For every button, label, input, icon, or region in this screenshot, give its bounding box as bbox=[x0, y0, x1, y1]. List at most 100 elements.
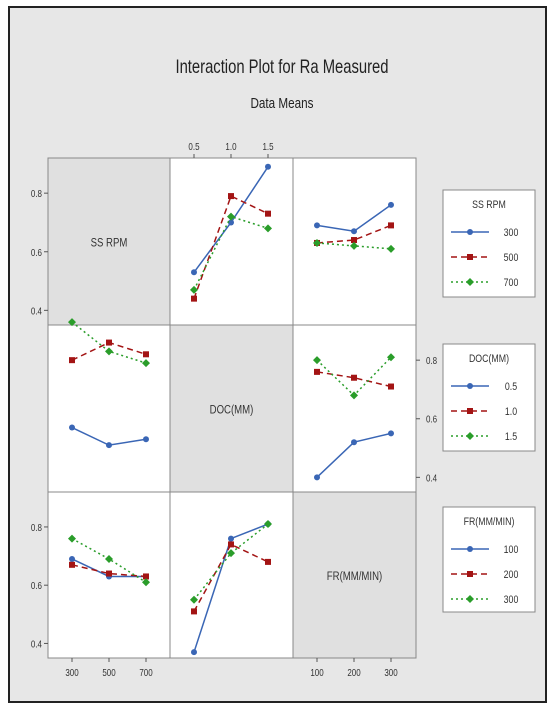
data-point bbox=[351, 228, 357, 235]
legend-box bbox=[442, 189, 536, 298]
series-line bbox=[316, 242, 392, 250]
legend-marker bbox=[466, 278, 474, 286]
data-point bbox=[314, 368, 320, 375]
data-point bbox=[190, 595, 198, 604]
data-point bbox=[105, 554, 113, 563]
data-point bbox=[228, 535, 234, 542]
data-point bbox=[106, 570, 112, 577]
data-point bbox=[351, 439, 357, 446]
data-point bbox=[388, 222, 394, 229]
y-tick-label: 0.8 bbox=[426, 355, 437, 366]
factor-label: SS RPM bbox=[91, 237, 128, 250]
data-point bbox=[105, 347, 113, 356]
data-point bbox=[106, 339, 112, 346]
legend-label: 300 bbox=[504, 227, 519, 239]
data-point bbox=[68, 318, 76, 327]
series-line bbox=[316, 371, 392, 388]
legend-label: 300 bbox=[504, 594, 519, 606]
series-line bbox=[193, 543, 269, 612]
series-line bbox=[71, 537, 147, 583]
factor-label: FR(MM/MIN) bbox=[327, 570, 382, 583]
data-point bbox=[191, 608, 197, 615]
data-point bbox=[228, 219, 234, 226]
series-line bbox=[193, 523, 269, 601]
x-tick-label: 100 bbox=[310, 667, 323, 678]
data-point bbox=[228, 541, 234, 548]
data-point bbox=[388, 430, 394, 437]
legend-label: 1.0 bbox=[505, 406, 518, 418]
legend-marker bbox=[467, 546, 473, 552]
data-point bbox=[191, 649, 197, 656]
data-point bbox=[227, 212, 235, 221]
data-point bbox=[69, 555, 75, 562]
data-point bbox=[314, 222, 320, 229]
data-point bbox=[191, 269, 197, 276]
data-point bbox=[69, 357, 75, 364]
data-point bbox=[351, 237, 357, 244]
data-point bbox=[387, 353, 395, 362]
y-tick-label: 0.6 bbox=[31, 247, 42, 258]
legend-title: DOC(MM) bbox=[469, 353, 509, 365]
y-tick-label: 0.6 bbox=[31, 580, 42, 591]
legend-marker bbox=[467, 254, 473, 260]
data-point bbox=[313, 238, 321, 247]
data-point bbox=[143, 436, 149, 443]
factor-label: DOC(MM) bbox=[210, 404, 254, 417]
x-tick-label: 500 bbox=[102, 667, 115, 678]
legend-marker bbox=[467, 408, 473, 414]
data-point bbox=[228, 193, 234, 200]
data-point bbox=[143, 573, 149, 580]
data-point bbox=[387, 244, 395, 253]
data-point bbox=[191, 295, 197, 302]
data-point bbox=[350, 391, 358, 400]
chart-title: Interaction Plot for Ra Measured bbox=[175, 56, 388, 77]
series-line bbox=[316, 224, 392, 244]
data-point bbox=[313, 356, 321, 365]
data-point bbox=[314, 474, 320, 481]
data-point bbox=[388, 383, 394, 390]
x-tick-label: 1.0 bbox=[225, 141, 236, 152]
diagonal-cell bbox=[47, 157, 171, 326]
y-tick-label: 0.4 bbox=[31, 306, 42, 317]
y-tick-label: 0.8 bbox=[31, 522, 42, 533]
plot-cell bbox=[292, 324, 417, 493]
x-tick-label: 200 bbox=[347, 667, 360, 678]
series-line bbox=[71, 564, 147, 578]
legend-box bbox=[442, 343, 536, 452]
data-point bbox=[264, 520, 272, 529]
data-point bbox=[351, 374, 357, 381]
legend-label: 100 bbox=[504, 544, 519, 556]
legend-marker bbox=[467, 383, 473, 389]
x-tick-label: 0.5 bbox=[188, 141, 199, 152]
legend-label: 500 bbox=[504, 252, 519, 264]
legend-marker bbox=[467, 229, 473, 235]
legend-marker bbox=[466, 432, 474, 440]
x-tick-label: 700 bbox=[139, 667, 152, 678]
data-point bbox=[264, 224, 272, 233]
legend-marker bbox=[467, 571, 473, 577]
x-tick-label: 1.5 bbox=[262, 141, 273, 152]
x-tick-label: 300 bbox=[65, 667, 78, 678]
y-tick-label: 0.4 bbox=[426, 473, 437, 484]
y-tick-label: 0.6 bbox=[426, 414, 437, 425]
data-point bbox=[227, 549, 235, 558]
data-point bbox=[265, 163, 271, 170]
legend-label: 1.5 bbox=[505, 431, 518, 443]
diagonal-cell bbox=[169, 324, 294, 493]
legend-label: 700 bbox=[504, 277, 519, 289]
data-point bbox=[106, 442, 112, 449]
data-point bbox=[388, 201, 394, 208]
data-point bbox=[265, 558, 271, 565]
data-point bbox=[69, 561, 75, 568]
plot-cell bbox=[169, 157, 294, 326]
legend-title: FR(MM/MIN) bbox=[464, 516, 515, 528]
y-tick-label: 0.4 bbox=[31, 639, 42, 650]
data-point bbox=[265, 210, 271, 217]
plot-cell bbox=[169, 491, 294, 659]
y-tick-label: 0.8 bbox=[31, 188, 42, 199]
data-point bbox=[350, 241, 358, 250]
data-point bbox=[68, 534, 76, 543]
series-line bbox=[71, 321, 147, 364]
